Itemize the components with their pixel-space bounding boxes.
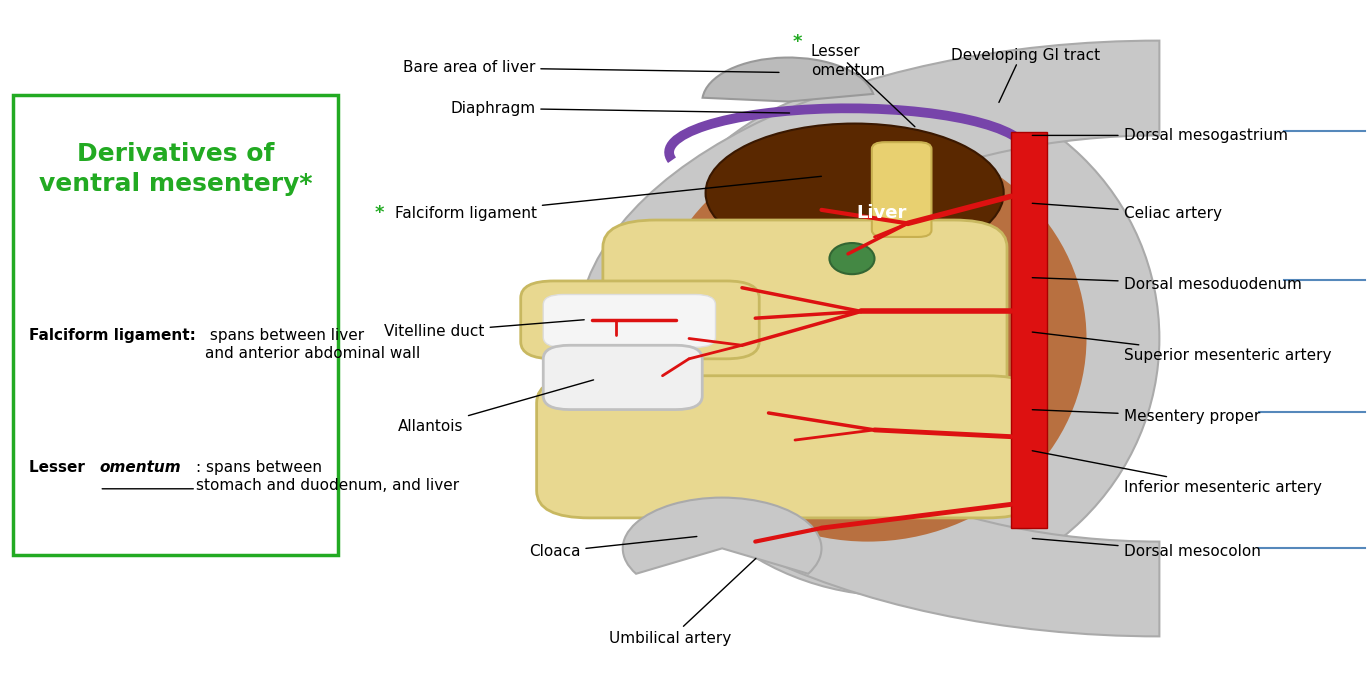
Text: Dorsal mesoduodenum: Dorsal mesoduodenum <box>1032 277 1301 292</box>
Text: *: * <box>376 204 384 222</box>
Text: Falciform ligament:: Falciform ligament: <box>29 328 196 343</box>
Text: Developing GI tract: Developing GI tract <box>951 48 1101 63</box>
FancyBboxPatch shape <box>543 345 702 410</box>
FancyBboxPatch shape <box>603 220 1008 423</box>
Wedge shape <box>702 58 873 102</box>
Wedge shape <box>622 498 821 574</box>
Text: Lesser: Lesser <box>29 460 90 475</box>
Text: Lesser
omentum: Lesser omentum <box>810 44 884 78</box>
Ellipse shape <box>706 123 1004 262</box>
Text: Liver: Liver <box>856 204 906 222</box>
Text: Inferior mesenteric artery: Inferior mesenteric artery <box>1032 451 1322 495</box>
Text: Superior mesenteric artery: Superior mesenteric artery <box>1032 332 1331 363</box>
FancyBboxPatch shape <box>872 142 931 237</box>
FancyBboxPatch shape <box>1010 132 1046 528</box>
Text: Vitelline duct: Vitelline duct <box>384 320 584 339</box>
Text: spans between liver
and anterior abdominal wall: spans between liver and anterior abdomin… <box>206 328 421 361</box>
Ellipse shape <box>829 243 875 274</box>
FancyBboxPatch shape <box>14 95 337 555</box>
Text: Derivatives of
ventral mesentery*: Derivatives of ventral mesentery* <box>38 142 313 196</box>
Ellipse shape <box>775 230 882 291</box>
Ellipse shape <box>650 135 1086 542</box>
Text: Celiac artery: Celiac artery <box>1032 203 1222 221</box>
Ellipse shape <box>629 81 1160 596</box>
Text: Diaphragm: Diaphragm <box>450 101 790 116</box>
Text: Dorsal mesocolon: Dorsal mesocolon <box>1032 538 1260 559</box>
FancyBboxPatch shape <box>536 376 1041 518</box>
Text: : spans between
stomach and duodenum, and liver: : spans between stomach and duodenum, an… <box>196 460 459 493</box>
Wedge shape <box>576 41 1160 636</box>
Text: Falciform ligament: Falciform ligament <box>395 176 821 221</box>
Text: Dorsal mesogastrium: Dorsal mesogastrium <box>1032 128 1287 143</box>
Text: Mesentery proper: Mesentery proper <box>1032 409 1260 424</box>
FancyBboxPatch shape <box>521 281 760 359</box>
FancyBboxPatch shape <box>543 294 716 347</box>
Text: Bare area of liver: Bare area of liver <box>403 60 779 75</box>
Text: Umbilical artery: Umbilical artery <box>609 559 755 646</box>
Text: *: * <box>792 33 802 51</box>
Text: Cloaca: Cloaca <box>529 536 696 559</box>
Text: Allantois: Allantois <box>398 380 594 434</box>
Text: omentum: omentum <box>99 460 181 475</box>
